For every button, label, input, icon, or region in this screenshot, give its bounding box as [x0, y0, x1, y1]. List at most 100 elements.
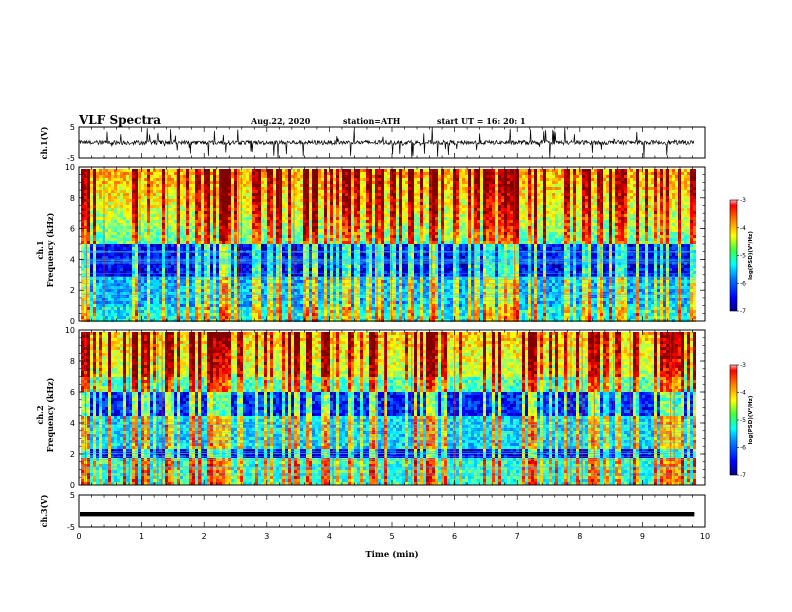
spectrogram-cell	[267, 202, 270, 205]
spectrogram-cell	[141, 289, 144, 292]
spectrogram-cell	[231, 280, 234, 283]
spectrogram-cell	[120, 181, 123, 184]
spectrogram-cell	[168, 214, 171, 217]
spectrogram-cell	[348, 175, 351, 178]
spectrogram-cell	[165, 283, 168, 286]
spectrogram-cell	[321, 217, 324, 220]
spectrogram-cell	[291, 307, 294, 310]
spectrogram-cell	[183, 268, 186, 271]
spectrogram-cell	[198, 298, 201, 301]
spectrogram-cell	[117, 301, 120, 304]
spectrogram-cell	[93, 301, 96, 304]
spectrogram-cell	[87, 256, 90, 259]
spectrogram-cell	[201, 244, 204, 247]
spectrogram-cell	[126, 205, 129, 208]
spectrogram-cell	[348, 316, 351, 319]
spectrogram-cell	[339, 247, 342, 250]
spectrogram-cell	[366, 265, 369, 268]
spectrogram-cell	[162, 217, 165, 220]
spectrogram-cell	[300, 241, 303, 244]
spectrogram-cell	[135, 205, 138, 208]
spectrogram-cell	[357, 241, 360, 244]
spectrogram-cell	[108, 301, 111, 304]
spectrogram-cell	[183, 316, 186, 319]
spectrogram-cell	[336, 286, 339, 289]
spectrogram-cell	[351, 247, 354, 250]
spectrogram-cell	[156, 316, 159, 319]
spectrogram-cell	[177, 247, 180, 250]
spectrogram-cell	[291, 247, 294, 250]
spectrogram-cell	[330, 241, 333, 244]
spectrogram-cell	[129, 307, 132, 310]
spectrogram-cell	[327, 277, 330, 280]
spectrogram-cell	[186, 202, 189, 205]
spectrogram-cell	[318, 289, 321, 292]
spectrogram-cell	[303, 235, 306, 238]
spectrogram-cell	[345, 205, 348, 208]
spectrogram-cell	[273, 235, 276, 238]
spectrogram-cell	[234, 268, 237, 271]
spectrogram-cell	[243, 214, 246, 217]
spectrogram-cell	[282, 178, 285, 181]
spectrogram-cell	[189, 235, 192, 238]
spectrogram-cell	[321, 235, 324, 238]
spectrogram-cell	[258, 298, 261, 301]
spectrogram-cell	[198, 205, 201, 208]
spectrogram-cell	[147, 178, 150, 181]
spectrogram-cell	[108, 238, 111, 241]
spectrogram-cell	[351, 256, 354, 259]
spectrogram-cell	[156, 232, 159, 235]
spectrogram-cell	[360, 229, 363, 232]
spectrogram-cell	[273, 196, 276, 199]
spectrogram-cell	[318, 301, 321, 304]
spectrogram-cell	[270, 193, 273, 196]
spectrogram-cell	[99, 283, 102, 286]
spectrogram-cell	[81, 280, 84, 283]
spectrogram-cell	[162, 253, 165, 256]
spectrogram-cell	[231, 298, 234, 301]
spectrogram-cell	[342, 244, 345, 247]
spectrogram-cell	[297, 268, 300, 271]
spectrogram-cell	[351, 178, 354, 181]
spectrogram-cell	[171, 181, 174, 184]
spectrogram-cell	[300, 181, 303, 184]
spectrogram-cell	[291, 256, 294, 259]
spectrogram-cell	[249, 283, 252, 286]
spectrogram-cell	[114, 208, 117, 211]
spectrogram-cell	[99, 226, 102, 229]
spectrogram-cell	[351, 169, 354, 172]
spectrogram-cell	[105, 175, 108, 178]
spectrogram-cell	[372, 196, 375, 199]
spectrogram-cell	[183, 310, 186, 313]
spectrogram-cell	[159, 220, 162, 223]
spectrogram-cell	[333, 244, 336, 247]
spectrogram-cell	[93, 235, 96, 238]
spectrogram-cell	[354, 280, 357, 283]
spectrogram-cell	[120, 316, 123, 319]
spectrogram-cell	[249, 211, 252, 214]
spectrogram-cell	[105, 244, 108, 247]
spectrogram-cell	[309, 202, 312, 205]
spectrogram-cell	[333, 292, 336, 295]
spectrogram-cell	[228, 193, 231, 196]
spectrogram-cell	[195, 214, 198, 217]
spectrogram-cell	[327, 184, 330, 187]
spectrogram-cell	[306, 280, 309, 283]
spectrogram-cell	[318, 199, 321, 202]
spectrogram-cell	[162, 298, 165, 301]
spectrogram-cell	[198, 217, 201, 220]
spectrogram-cell	[126, 193, 129, 196]
spectrogram-cell	[147, 193, 150, 196]
spectrogram-cell	[192, 235, 195, 238]
spectrogram-cell	[261, 304, 264, 307]
spectrogram-cell	[228, 217, 231, 220]
station-label: station=ATH	[343, 116, 400, 126]
spectrogram-cell	[141, 277, 144, 280]
spectrogram-cell	[300, 280, 303, 283]
spectrogram-cell	[96, 184, 99, 187]
spectrogram-cell	[141, 253, 144, 256]
spectrogram-cell	[228, 232, 231, 235]
spectrogram-cell	[120, 232, 123, 235]
spectrogram-cell	[312, 205, 315, 208]
spectrogram-cell	[330, 202, 333, 205]
